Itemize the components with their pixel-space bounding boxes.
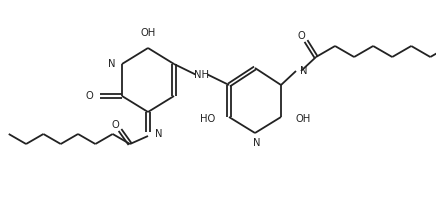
Text: N: N [253, 138, 261, 148]
Text: O: O [297, 31, 305, 41]
Text: OH: OH [140, 28, 156, 38]
Text: HO: HO [200, 114, 215, 124]
Text: N: N [155, 129, 163, 139]
Text: O: O [111, 120, 119, 130]
Text: N: N [300, 66, 307, 76]
Text: N: N [108, 59, 115, 69]
Text: OH: OH [295, 114, 310, 124]
Text: NH: NH [194, 70, 209, 80]
Text: O: O [85, 91, 93, 101]
